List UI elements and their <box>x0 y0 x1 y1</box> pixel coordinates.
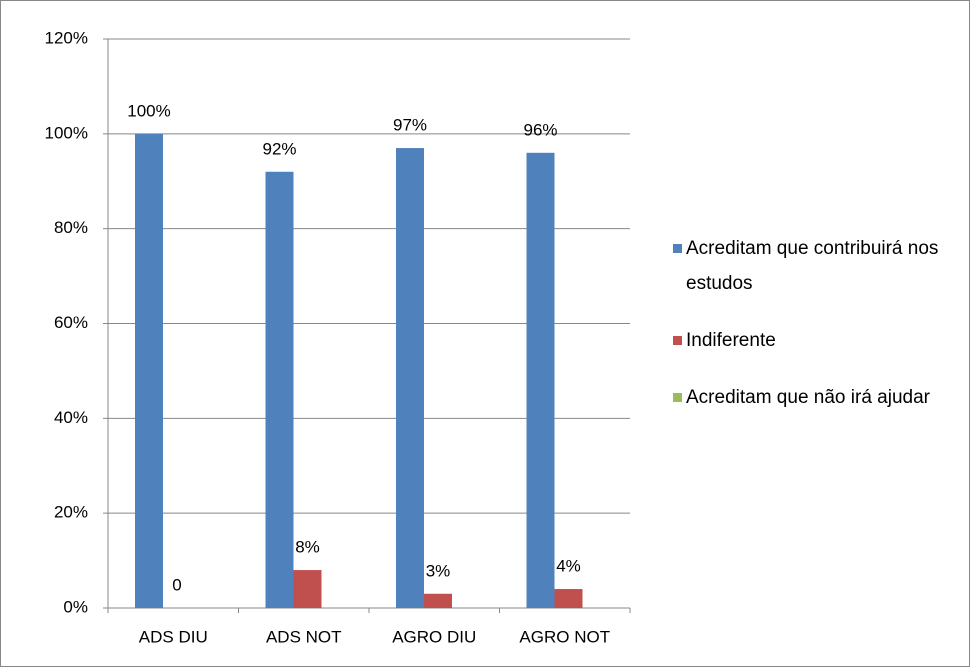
x-tick-label: ADS DIU <box>139 627 208 646</box>
legend-swatch <box>673 244 682 253</box>
data-label: 0 <box>172 575 181 594</box>
bar <box>526 152 555 609</box>
data-label: 100% <box>127 101 170 120</box>
y-tick-label: 60% <box>54 313 88 332</box>
legend-entry: Acreditam que não irá ajudar <box>668 380 963 415</box>
data-label: 3% <box>426 561 451 580</box>
y-tick-label: 40% <box>54 408 88 427</box>
x-tick-label: AGRO DIU <box>392 627 476 646</box>
x-tick-label: AGRO NOT <box>519 627 610 646</box>
bar <box>293 570 322 608</box>
legend-swatch <box>673 336 682 345</box>
legend-entry: Indiferente <box>668 323 963 358</box>
y-tick-label: 80% <box>54 218 88 237</box>
y-tick-label: 120% <box>45 28 88 47</box>
legend: Acreditam que contribuirá nos estudos Ind… <box>668 231 963 437</box>
data-label: 92% <box>262 139 296 158</box>
y-tick-label: 0% <box>63 597 88 616</box>
legend-entry: Acreditam que contribuirá nos estudos <box>668 231 963 301</box>
bar <box>424 593 452 608</box>
legend-label: Acreditam que contribuirá nos estudos <box>686 238 939 294</box>
data-label: 97% <box>393 116 427 135</box>
legend-label: Indiferente <box>686 330 776 351</box>
y-tick-label: 20% <box>54 503 88 522</box>
data-label: 96% <box>523 120 557 139</box>
bar <box>135 133 163 609</box>
data-label: 8% <box>295 538 320 557</box>
x-tick-label: ADS NOT <box>266 627 342 646</box>
bar <box>554 589 583 608</box>
legend-swatch <box>673 393 682 402</box>
bar <box>396 148 424 608</box>
data-label: 4% <box>556 557 581 576</box>
legend-label: Acreditam que não irá ajudar <box>686 387 930 408</box>
bar <box>265 171 294 608</box>
y-tick-label: 100% <box>45 123 88 142</box>
